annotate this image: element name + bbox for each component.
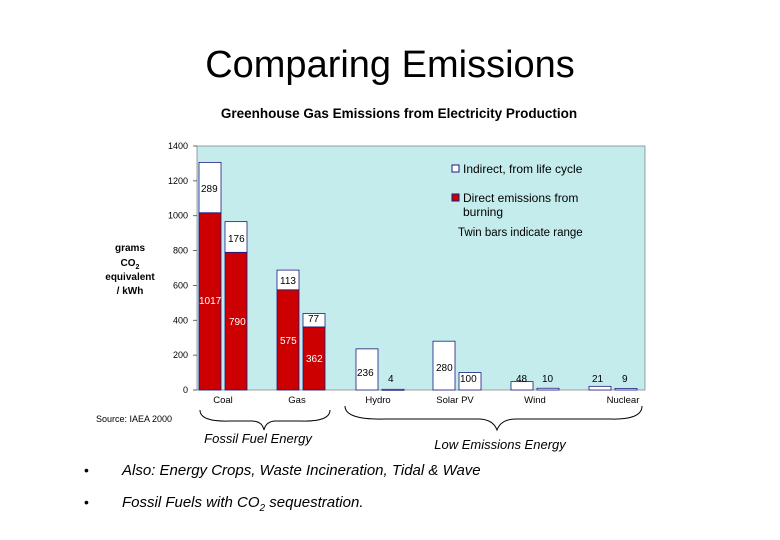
data-label-indirect: 100 — [460, 374, 477, 385]
data-label-indirect: 77 — [308, 314, 320, 325]
data-label-indirect: 10 — [542, 374, 554, 385]
data-label-indirect: 289 — [201, 184, 218, 195]
low-emissions-brace — [344, 405, 643, 432]
y-tick-label: 200 — [173, 350, 188, 360]
data-label-indirect: 176 — [228, 234, 245, 245]
x-tick-label: Gas — [288, 395, 306, 406]
bar-solar-pv — [432, 340, 456, 391]
plot-area — [196, 145, 646, 391]
y-tick-label: 800 — [173, 246, 188, 256]
bar-gas — [302, 313, 326, 391]
bar-indirect-segment — [276, 269, 300, 291]
data-label-direct: 362 — [306, 354, 323, 365]
x-tick-label: Hydro — [365, 395, 390, 406]
bar-solar-pv — [458, 372, 482, 391]
y-tick-label: 0 — [183, 385, 188, 395]
bar-hydro — [381, 388, 405, 391]
data-label-direct: 575 — [280, 336, 297, 347]
bar-indirect-segment — [381, 388, 405, 391]
bars: 289 1017 176 790 113 575 77 362 236 4 280 100 48 10 21… — [198, 161, 638, 391]
bar-indirect-segment — [588, 385, 612, 391]
bar-indirect-segment — [224, 221, 248, 253]
data-label-indirect: 9 — [622, 374, 628, 385]
legend-swatch-direct — [451, 193, 460, 202]
bar-gas — [276, 269, 300, 391]
data-label-indirect: 21 — [592, 374, 604, 385]
x-tick-label: Nuclear — [607, 395, 640, 406]
bar-wind — [536, 387, 560, 391]
data-label-direct: 790 — [229, 317, 246, 328]
bar-coal — [224, 221, 248, 391]
data-label-indirect: 48 — [516, 374, 528, 385]
bullet-text: Fossil Fuels with CO2 sequestration. — [122, 494, 364, 514]
bar-indirect-segment — [510, 381, 534, 391]
data-labels: 289 1017 176 790 113 575 77 362 236 4 280 100 48 10 21… — [199, 184, 628, 385]
x-axis: Coal Gas Hydro Solar PV Wind Nuclear — [213, 395, 639, 406]
y-label-line-2: CO2 — [121, 258, 140, 271]
group-label-fossil: Fossil Fuel Energy — [204, 431, 313, 446]
y-label-line-1: grams — [115, 243, 145, 254]
legend-label-indirect: Indirect, from life cycle — [463, 162, 583, 176]
legend-label-direct-line-2: burning — [463, 205, 503, 219]
group-label-low-emissions: Low Emissions Energy — [434, 437, 567, 452]
x-tick-label: Coal — [213, 395, 233, 406]
chart-source: Source: IAEA 2000 — [96, 414, 172, 424]
bar-indirect-segment — [302, 313, 326, 328]
y-tick-label: 1000 — [168, 211, 188, 221]
y-label-line-4: / kWh — [117, 286, 144, 297]
chart-note: Twin bars indicate range — [458, 227, 583, 239]
bullet-symbol: • — [84, 462, 89, 478]
y-tick-label: 600 — [173, 280, 188, 290]
bar-hydro — [355, 348, 379, 391]
y-label-line-3: equivalent — [105, 272, 155, 283]
data-label-indirect: 280 — [436, 363, 453, 374]
legend-label-direct: Direct emissions from — [463, 191, 578, 205]
x-tick-label: Wind — [524, 395, 546, 406]
bar-wind — [510, 381, 534, 391]
bullet-symbol: • — [84, 494, 89, 510]
data-label-indirect: 4 — [388, 374, 394, 385]
bar-indirect-segment — [432, 340, 456, 391]
data-label-indirect: 113 — [280, 276, 296, 287]
chart-title: Greenhouse Gas Emissions from Electricit… — [221, 106, 577, 121]
bar-coal — [198, 161, 222, 391]
y-tick-label: 400 — [173, 315, 188, 325]
y-tick-label: 1400 — [168, 141, 188, 151]
bar-nuclear — [588, 385, 612, 391]
y-tick-label: 1200 — [168, 176, 188, 186]
y-label-subscript: 2 — [136, 264, 140, 271]
x-tick-label: Solar PV — [436, 395, 474, 406]
y-axis-label: grams CO2 equivalent / kWh — [105, 243, 155, 297]
bar-indirect-segment — [614, 388, 638, 391]
bar-indirect-segment — [355, 348, 379, 391]
fossil-fuel-brace — [199, 409, 331, 431]
bar-indirect-segment — [198, 161, 222, 214]
bullet-text: Also: Energy Crops, Waste Incineration, … — [122, 462, 481, 479]
data-label-direct: 1017 — [199, 296, 222, 307]
bar-indirect-segment — [536, 387, 560, 391]
bar-indirect-segment — [458, 372, 482, 391]
legend: Indirect, from life cycle Direct emissio… — [451, 162, 583, 239]
slide-title: Comparing Emissions — [205, 44, 575, 86]
y-axis: 0 200 400 600 800 1000 1200 1400 — [168, 141, 197, 395]
legend-swatch-indirect — [451, 164, 460, 173]
bar-nuclear — [614, 388, 638, 391]
data-label-indirect: 236 — [357, 368, 374, 379]
